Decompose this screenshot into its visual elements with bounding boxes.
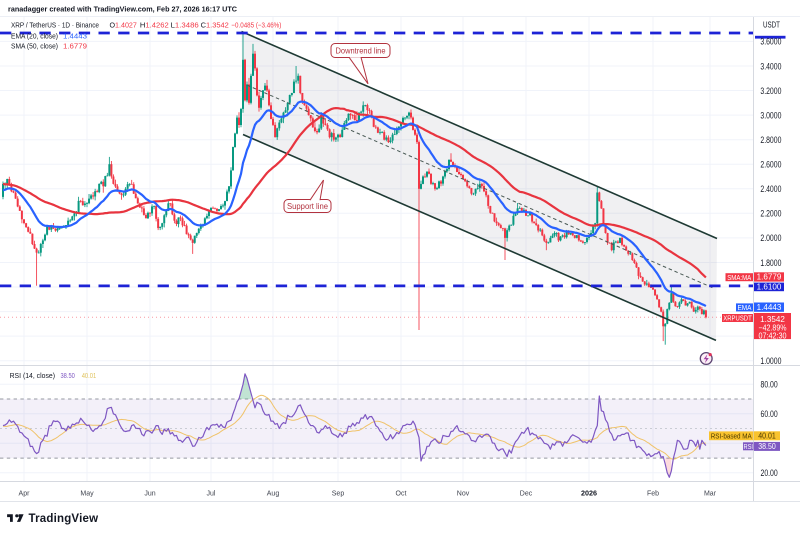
svg-text:XRPUSDT: XRPUSDT xyxy=(723,314,752,323)
svg-text:O1.4027: O1.4027 xyxy=(110,20,137,29)
svg-text:07:42:30: 07:42:30 xyxy=(759,331,787,340)
svg-text:Feb: Feb xyxy=(647,490,659,497)
svg-text:USDT: USDT xyxy=(763,21,780,30)
svg-text:Nov: Nov xyxy=(457,490,470,497)
svg-text:Sep: Sep xyxy=(332,490,345,497)
svg-text:ranadagger created with Tradin: ranadagger created with TradingView.com,… xyxy=(8,4,238,13)
svg-text:1.3542: 1.3542 xyxy=(760,315,785,324)
svg-text:60.00: 60.00 xyxy=(761,409,778,419)
svg-text:H1.4262: H1.4262 xyxy=(140,20,169,29)
svg-text:Oct: Oct xyxy=(396,490,407,497)
svg-text:40.01: 40.01 xyxy=(758,432,776,441)
svg-text:Aug: Aug xyxy=(267,490,280,497)
svg-text:XRP / TetherUS · 1D · Binance: XRP / TetherUS · 1D · Binance xyxy=(11,20,99,29)
svg-text:Downtrend line: Downtrend line xyxy=(336,46,387,55)
svg-text:1.6100: 1.6100 xyxy=(757,283,782,292)
svg-text:C1.3542: C1.3542 xyxy=(201,20,229,29)
svg-text:RSI-based MA: RSI-based MA xyxy=(711,432,752,441)
svg-text:2.4000: 2.4000 xyxy=(760,184,781,194)
svg-text:SMA:MA: SMA:MA xyxy=(727,273,751,282)
svg-text:38.50: 38.50 xyxy=(61,371,75,380)
svg-text:Support line: Support line xyxy=(287,202,329,211)
svg-text:1.6779: 1.6779 xyxy=(757,273,782,282)
svg-text:40.01: 40.01 xyxy=(82,371,97,380)
svg-text:EMA (20, close): EMA (20, close) xyxy=(11,31,58,40)
svg-text:RSI (14, close): RSI (14, close) xyxy=(10,371,56,380)
svg-text:38.50: 38.50 xyxy=(758,442,776,451)
svg-text:2.6000: 2.6000 xyxy=(760,160,781,170)
svg-text:3.6000: 3.6000 xyxy=(760,37,781,47)
svg-text:2.2000: 2.2000 xyxy=(760,209,781,219)
svg-text:3.4000: 3.4000 xyxy=(760,61,781,71)
svg-text:3.2000: 3.2000 xyxy=(760,86,781,96)
svg-text:2026: 2026 xyxy=(581,488,597,497)
svg-text:80.00: 80.00 xyxy=(761,380,778,390)
svg-text:RSI: RSI xyxy=(744,442,754,451)
svg-text:−42.89%: −42.89% xyxy=(759,323,787,332)
svg-text:20.00: 20.00 xyxy=(761,468,778,478)
svg-text:1.8000: 1.8000 xyxy=(760,258,781,268)
svg-text:−0.0485 (−3.46%): −0.0485 (−3.46%) xyxy=(231,20,281,29)
svg-text:1.4443: 1.4443 xyxy=(757,303,782,312)
svg-text:Mar: Mar xyxy=(704,490,717,497)
svg-text:Jun: Jun xyxy=(144,490,155,497)
svg-text:2.8000: 2.8000 xyxy=(760,135,781,145)
svg-text:1.0000: 1.0000 xyxy=(760,356,781,366)
svg-text:L1.3486: L1.3486 xyxy=(171,20,199,29)
svg-text:Dec: Dec xyxy=(520,490,533,497)
svg-text:3.0000: 3.0000 xyxy=(760,110,781,120)
svg-text:Apr: Apr xyxy=(19,490,31,497)
svg-text:1.6779: 1.6779 xyxy=(63,41,87,50)
svg-text:EMA: EMA xyxy=(738,303,752,312)
svg-text:2.0000: 2.0000 xyxy=(760,233,781,243)
svg-text:SMA (50, close): SMA (50, close) xyxy=(11,41,58,50)
svg-text:Jul: Jul xyxy=(207,490,216,497)
svg-text:May: May xyxy=(80,490,94,497)
svg-text:TradingView: TradingView xyxy=(29,513,99,525)
svg-text:1.4443: 1.4443 xyxy=(63,31,87,40)
